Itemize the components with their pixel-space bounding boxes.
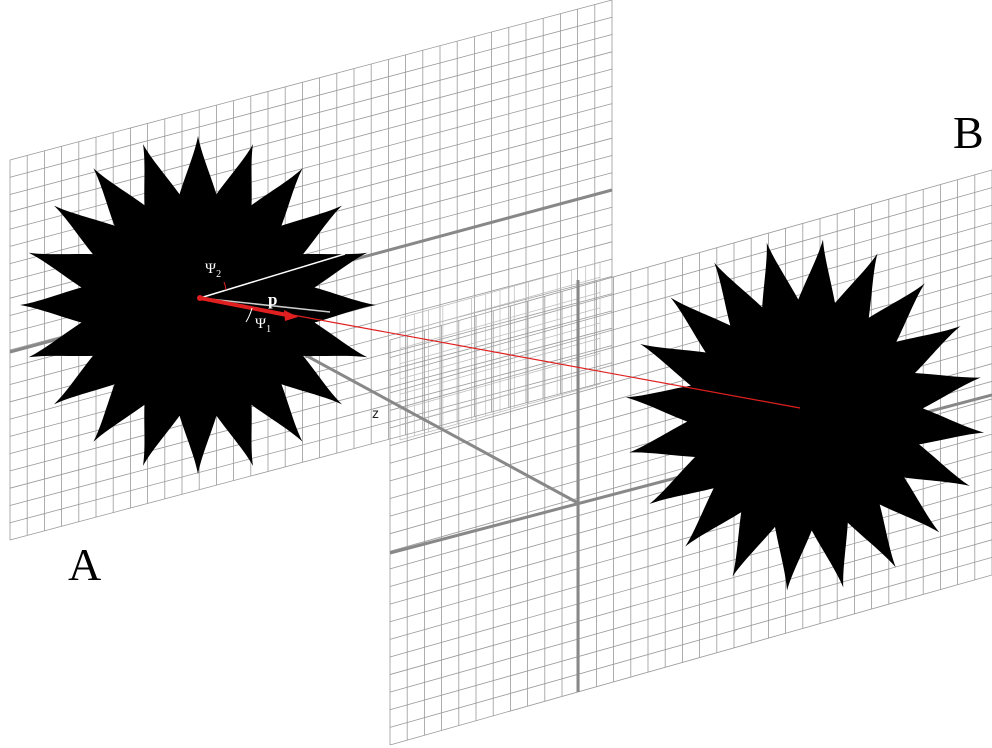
plane-a-label: A <box>68 539 101 590</box>
ray-white <box>199 253 346 299</box>
vector-label: p <box>268 290 277 309</box>
apertures <box>20 135 985 591</box>
middle-grid <box>399 261 601 441</box>
angle-arc-1 <box>245 307 253 323</box>
origin <box>197 295 203 301</box>
axis-label: z <box>372 405 379 421</box>
angle-1-label: Ψ1 <box>255 316 271 335</box>
aperture-b <box>625 239 985 591</box>
ray-red <box>199 297 801 409</box>
angle-arc-2 <box>223 281 227 291</box>
vector-p <box>199 296 293 318</box>
plane-b-label: B <box>953 107 984 158</box>
angle-2-label: Ψ2 <box>205 261 221 280</box>
arrow-head <box>284 310 298 321</box>
aperture-a <box>20 135 376 475</box>
rays <box>197 253 801 409</box>
